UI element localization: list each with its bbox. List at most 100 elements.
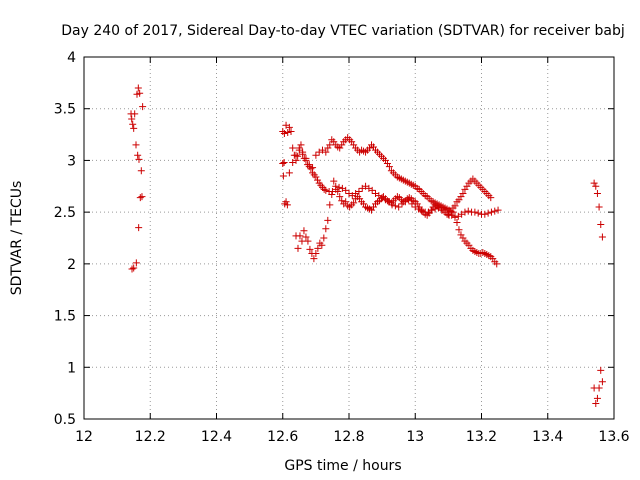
- data-point: [590, 179, 598, 187]
- data-point: [355, 187, 363, 195]
- data-point: [464, 207, 472, 215]
- data-point: [318, 241, 326, 249]
- data-point: [350, 199, 358, 207]
- x-tick-label: 12.6: [267, 429, 298, 445]
- x-tick-labels: 12 12.2 12.4 12.6 12.8 13 13.2 13.4 13.6: [75, 429, 630, 445]
- data-point: [322, 225, 330, 233]
- data-point: [134, 151, 142, 159]
- data-point: [300, 227, 308, 235]
- data-point: [395, 203, 403, 211]
- data-point: [326, 201, 334, 209]
- data-point: [279, 160, 287, 168]
- data-point: [459, 190, 467, 198]
- data-point: [593, 394, 601, 402]
- data-point: [334, 187, 342, 195]
- data-point: [292, 151, 300, 159]
- data-point: [309, 164, 317, 172]
- data-point: [295, 144, 303, 152]
- data-point: [285, 123, 293, 131]
- data-point: [135, 155, 143, 163]
- data-point: [296, 232, 304, 240]
- data-point: [312, 151, 320, 159]
- data-point: [314, 176, 322, 184]
- data-point: [305, 161, 313, 169]
- data-point: [310, 255, 318, 263]
- axis-ticks: [83, 56, 615, 420]
- y-tick-label: 3.5: [54, 102, 76, 118]
- data-point: [137, 167, 145, 175]
- data-point: [455, 226, 463, 234]
- x-tick-label: 13.4: [532, 429, 563, 445]
- data-point: [134, 84, 142, 92]
- data-point: [592, 399, 600, 407]
- x-tick-label: 13.6: [598, 429, 629, 445]
- data-point: [138, 193, 146, 201]
- data-point: [484, 209, 492, 217]
- data-point: [330, 177, 338, 185]
- y-tick-label: 1.5: [54, 309, 76, 325]
- y-tick-labels: 0.5 1 1.5 2 2.5 3 3.5 4: [54, 50, 76, 428]
- data-point: [418, 207, 426, 215]
- y-tick-label: 4: [67, 50, 76, 66]
- data-point: [597, 221, 605, 229]
- chart-title: Day 240 of 2017, Sidereal Day-to-day VTE…: [61, 23, 624, 39]
- data-point: [280, 158, 288, 166]
- data-point: [332, 182, 340, 190]
- data-point: [598, 378, 606, 386]
- data-point: [391, 202, 399, 210]
- data-point: [385, 163, 393, 171]
- data-point: [595, 384, 603, 392]
- data-point: [302, 233, 310, 241]
- data-point: [491, 207, 499, 215]
- data-points: [127, 84, 606, 407]
- data-point: [320, 234, 328, 242]
- x-tick-label: 12.2: [135, 429, 166, 445]
- y-axis-label: SDTVAR / TECUs: [9, 181, 25, 296]
- data-point: [322, 186, 330, 194]
- data-point: [294, 244, 302, 252]
- data-point: [289, 158, 297, 166]
- data-point: [320, 185, 328, 193]
- data-point: [598, 233, 606, 241]
- data-point: [304, 237, 312, 245]
- data-point: [136, 89, 144, 97]
- data-point: [299, 148, 307, 156]
- data-point: [451, 213, 459, 221]
- data-point: [285, 169, 293, 177]
- data-point: [302, 156, 310, 164]
- data-point: [139, 103, 147, 111]
- data-point: [312, 173, 320, 181]
- data-point: [453, 218, 461, 226]
- data-point: [336, 193, 344, 201]
- data-point: [494, 206, 502, 214]
- x-axis-label: GPS time / hours: [284, 458, 401, 474]
- data-point: [136, 194, 144, 202]
- data-point: [130, 264, 138, 272]
- grid: [84, 57, 614, 419]
- data-point: [474, 209, 482, 217]
- data-point: [128, 115, 136, 123]
- data-point: [287, 127, 295, 135]
- data-point: [314, 244, 322, 252]
- data-point: [297, 141, 305, 149]
- data-point: [279, 172, 287, 180]
- data-point: [487, 194, 495, 202]
- data-point: [135, 224, 143, 232]
- data-point: [284, 129, 292, 137]
- y-tick-label: 2: [67, 257, 76, 273]
- data-point: [283, 201, 291, 209]
- data-point: [342, 186, 350, 194]
- x-tick-label: 13.2: [466, 429, 497, 445]
- data-point: [324, 216, 332, 224]
- y-tick-label: 1: [67, 360, 76, 376]
- data-point: [280, 130, 288, 138]
- data-point: [298, 237, 306, 245]
- data-point: [282, 198, 290, 206]
- data-point: [294, 152, 302, 160]
- data-point: [335, 183, 343, 191]
- data-point: [306, 245, 314, 253]
- data-point: [319, 146, 326, 154]
- data-point: [326, 141, 334, 149]
- y-tick-label: 0.5: [54, 412, 76, 428]
